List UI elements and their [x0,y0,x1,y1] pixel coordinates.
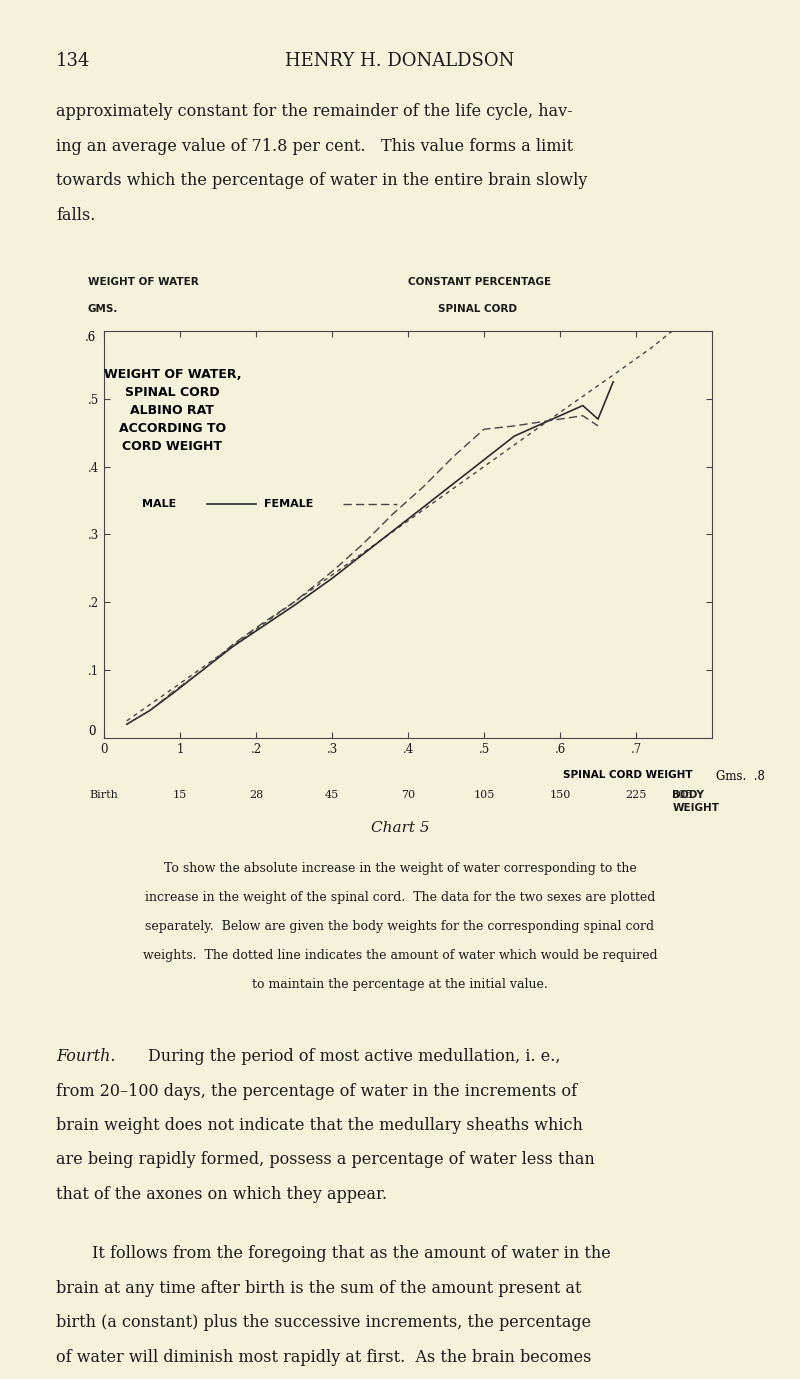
Text: 105: 105 [474,790,494,800]
Text: 0: 0 [89,725,96,738]
Text: BODY
WEIGHT: BODY WEIGHT [673,790,719,812]
Text: FEMALE: FEMALE [264,499,313,509]
Text: 45: 45 [325,790,339,800]
Text: WEIGHT OF WATER: WEIGHT OF WATER [88,277,198,287]
Text: Gms.  .8: Gms. .8 [716,771,765,783]
Text: 225: 225 [626,790,646,800]
Text: falls.: falls. [56,207,95,223]
Text: SPINAL CORD: SPINAL CORD [438,305,518,314]
Text: CONSTANT PERCENTAGE: CONSTANT PERCENTAGE [408,277,551,287]
Text: from 20–100 days, the percentage of water in the increments of: from 20–100 days, the percentage of wate… [56,1083,577,1099]
Text: 28: 28 [249,790,263,800]
Text: brain at any time after birth is the sum of the amount present at: brain at any time after birth is the sum… [56,1280,582,1296]
Text: to maintain the percentage at the initial value.: to maintain the percentage at the initia… [252,978,548,990]
Text: To show the absolute increase in the weight of water corresponding to the: To show the absolute increase in the wei… [164,862,636,874]
Text: Birth: Birth [90,790,118,800]
Text: increase in the weight of the spinal cord.  The data for the two sexes are plott: increase in the weight of the spinal cor… [145,891,655,903]
Text: 15: 15 [173,790,187,800]
Text: It follows from the foregoing that as the amount of water in the: It follows from the foregoing that as th… [92,1245,610,1262]
Text: separately.  Below are given the body weights for the corresponding spinal cord: separately. Below are given the body wei… [146,920,654,932]
Text: Chart 5: Chart 5 [370,821,430,834]
Text: 70: 70 [401,790,415,800]
Text: towards which the percentage of water in the entire brain slowly: towards which the percentage of water in… [56,172,587,189]
Text: Fourth.: Fourth. [56,1048,115,1065]
Text: HENRY H. DONALDSON: HENRY H. DONALDSON [286,52,514,70]
Text: 134: 134 [56,52,90,70]
Text: birth (a constant) plus the successive increments, the percentage: birth (a constant) plus the successive i… [56,1314,591,1331]
Text: 150: 150 [550,790,570,800]
Text: During the period of most active medullation, i. e.,: During the period of most active medulla… [148,1048,561,1065]
Text: approximately constant for the remainder of the life cycle, hav-: approximately constant for the remainder… [56,103,573,120]
Text: brain weight does not indicate that the medullary sheaths which: brain weight does not indicate that the … [56,1117,583,1134]
Text: MALE: MALE [142,499,176,509]
Text: that of the axones on which they appear.: that of the axones on which they appear. [56,1186,387,1202]
Text: GMS.: GMS. [88,305,118,314]
Text: .6: .6 [85,331,96,343]
Text: WEIGHT OF WATER,
SPINAL CORD
ALBINO RAT
ACCORDING TO
CORD WEIGHT: WEIGHT OF WATER, SPINAL CORD ALBINO RAT … [104,368,241,454]
Text: 305: 305 [671,790,692,800]
Text: are being rapidly formed, possess a percentage of water less than: are being rapidly formed, possess a perc… [56,1151,594,1168]
Text: SPINAL CORD WEIGHT: SPINAL CORD WEIGHT [563,771,693,781]
Text: weights.  The dotted line indicates the amount of water which would be required: weights. The dotted line indicates the a… [142,949,658,961]
Text: ing an average value of 71.8 per cent.   This value forms a limit: ing an average value of 71.8 per cent. T… [56,138,573,154]
Text: of water will diminish most rapidly at first.  As the brain becomes: of water will diminish most rapidly at f… [56,1349,591,1365]
